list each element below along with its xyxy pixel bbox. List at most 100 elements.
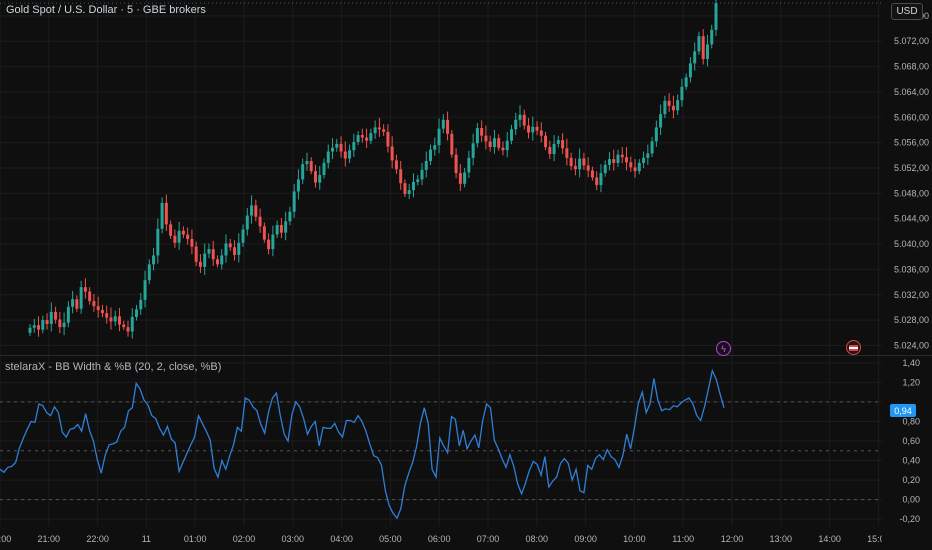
candle-body — [139, 299, 143, 310]
candle-body — [705, 44, 709, 59]
indicator-scale[interactable]: 1,40 1,20 0,80 0,60 0,40 0,20 0,00 -0,20 — [882, 356, 932, 526]
currency-button[interactable]: USD — [891, 3, 923, 20]
candle-body — [224, 243, 228, 256]
candle-body — [152, 255, 156, 265]
candle-body — [471, 143, 475, 158]
candle-body — [49, 311, 53, 324]
candle-body — [680, 86, 684, 101]
indicator-title[interactable]: stelaraX - BB Width & %B (20, 2, close, … — [5, 361, 222, 373]
candle-body — [411, 181, 415, 191]
pane-divider[interactable] — [0, 355, 932, 356]
candle-body — [177, 230, 181, 243]
time-tick-label: 13:00 — [770, 534, 793, 544]
candle-body — [488, 141, 492, 148]
candle-body — [100, 309, 104, 314]
candle-body — [37, 325, 41, 330]
candle-body — [646, 153, 650, 158]
candle-body — [275, 225, 279, 235]
candle-body — [382, 129, 386, 132]
candle-body — [203, 253, 207, 267]
candle-body — [262, 226, 266, 240]
time-tick-label: 07:00 — [477, 534, 500, 544]
candle-body — [83, 287, 87, 292]
candle-body — [403, 183, 407, 194]
candle-body — [92, 301, 96, 307]
candle-body — [271, 234, 275, 250]
candle-body — [586, 165, 590, 171]
candle-body — [522, 114, 526, 126]
candle-body — [654, 127, 658, 142]
candle-body — [377, 127, 381, 130]
candle-body — [254, 205, 258, 217]
lightning-icon[interactable]: ϟ — [716, 341, 731, 356]
candle-body — [113, 316, 117, 322]
candle-body — [582, 158, 586, 166]
indicator-tick-label: 1,20 — [902, 377, 920, 387]
time-tick-label: 20:00 — [0, 534, 11, 544]
time-tick-label: 11:00 — [672, 534, 694, 544]
price-tick-label: 5.068,00 — [894, 62, 929, 72]
candle-body — [211, 249, 215, 260]
candle-body — [373, 127, 377, 134]
price-pane[interactable] — [0, 0, 882, 355]
candle-body — [390, 146, 394, 161]
candle-body — [539, 130, 543, 136]
indicator-pane[interactable] — [0, 356, 882, 526]
candle-body — [603, 164, 607, 174]
candle-body — [66, 306, 70, 323]
price-tick-label: 5.044,00 — [894, 214, 929, 224]
candle-body — [279, 225, 283, 233]
candle-body — [450, 133, 454, 155]
candle-body — [714, 3, 718, 30]
candle-body — [194, 246, 198, 262]
indicator-tick-label: 0,00 — [902, 495, 920, 505]
candle-body — [578, 158, 582, 170]
time-tick-label: 03:00 — [282, 534, 305, 544]
time-tick-label: 01:00 — [184, 534, 207, 544]
candle-body — [156, 228, 160, 256]
time-tick-label: 06:00 — [428, 534, 451, 544]
candle-body — [71, 299, 75, 307]
candle-body — [467, 157, 471, 173]
time-tick-label: 02:00 — [233, 534, 256, 544]
candle-body — [607, 159, 611, 165]
time-axis[interactable]: 20:00 21:00 22:00 11 01:00 02:00 03:00 04:00 05:… — [0, 526, 882, 550]
candle-body — [267, 239, 271, 250]
candle-body — [394, 160, 398, 170]
indicator-tick-label: 1,40 — [902, 358, 920, 368]
candle-body — [356, 135, 360, 142]
candle-body — [117, 316, 121, 325]
candle-body — [454, 154, 458, 174]
candle-body — [642, 157, 646, 163]
indicator-tick-label: 0,60 — [902, 436, 920, 446]
candle-body — [386, 131, 390, 147]
candle-body — [241, 229, 245, 243]
candle-body — [458, 173, 462, 184]
candle-body — [348, 150, 352, 159]
candle-body — [697, 36, 701, 52]
candle-body — [292, 191, 296, 212]
candle-body — [105, 313, 109, 318]
candle-body — [629, 162, 633, 168]
candle-body — [233, 247, 237, 255]
us-flag-icon[interactable] — [846, 340, 861, 355]
candle-body — [509, 129, 513, 141]
candle-body — [237, 242, 241, 255]
price-scale[interactable]: 5.076,005.072,005.068,005.064,005.060,00… — [882, 0, 932, 355]
candle-body — [45, 320, 49, 324]
price-tick-label: 5.028,00 — [894, 315, 929, 325]
candle-body — [143, 280, 147, 300]
candle-body — [41, 320, 45, 330]
time-tick-label: 22:00 — [86, 534, 109, 544]
indicator-tick-label: -0,20 — [899, 514, 920, 524]
candle-body — [322, 162, 326, 175]
candle-body — [360, 135, 364, 138]
candle-body — [595, 177, 599, 186]
candle-body — [258, 216, 262, 227]
candle-body — [620, 154, 624, 158]
candle-body — [633, 167, 637, 172]
candle-body — [186, 234, 190, 239]
indicator-tick-label: 0,80 — [902, 416, 920, 426]
candle-body — [684, 77, 688, 87]
candle-body — [220, 255, 224, 265]
